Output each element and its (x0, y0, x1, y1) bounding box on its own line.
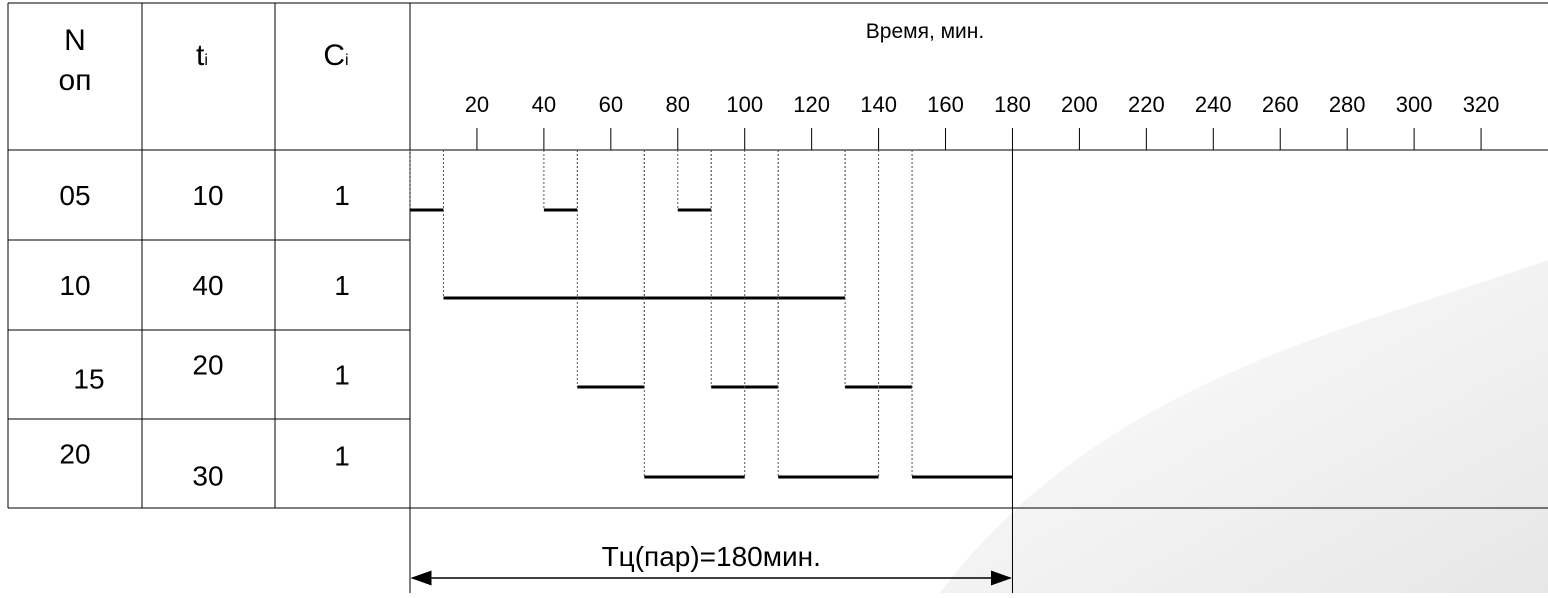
header-base: t (196, 39, 205, 72)
tick-label: 180 (994, 92, 1031, 117)
cell-text: 20 (192, 350, 223, 381)
cell-text: 20 (59, 439, 90, 470)
cycle-label: Tц(пар)=180мин. (602, 541, 821, 572)
header-text: ti (196, 39, 208, 72)
header-sub: i (345, 52, 349, 69)
header-base: C (323, 39, 345, 72)
background-swoosh (940, 260, 1548, 593)
cell-text: 40 (192, 270, 223, 301)
cell-text: 1 (334, 360, 350, 391)
axis-title: Время, мин. (866, 20, 984, 43)
cell-text: 1 (334, 441, 350, 472)
cell-text: 1 (334, 180, 350, 211)
tick-label: 240 (1195, 92, 1232, 117)
tick-label: 40 (532, 92, 556, 117)
tick-label: 80 (666, 92, 690, 117)
header-text: N (64, 24, 86, 57)
tick-label: 200 (1061, 92, 1098, 117)
tick-label: 300 (1396, 92, 1433, 117)
cell-text: 15 (73, 364, 104, 395)
tick-label: 60 (599, 92, 623, 117)
tick-label: 120 (793, 92, 830, 117)
header-text: оп (59, 64, 92, 97)
cell-text: 05 (59, 180, 90, 211)
tick-label: 220 (1128, 92, 1165, 117)
cell-text: 10 (192, 180, 223, 211)
table-grid (7, 2, 1548, 593)
cell-text: 10 (59, 270, 90, 301)
header-text: Ci (323, 39, 348, 72)
tick-label: 260 (1262, 92, 1299, 117)
cell-text: 30 (192, 461, 223, 492)
tick-label: 20 (465, 92, 489, 117)
tick-label: 140 (860, 92, 897, 117)
tick-label: 280 (1329, 92, 1366, 117)
tick-label: 100 (726, 92, 763, 117)
header-sub: i (204, 52, 208, 69)
tick-label: 160 (927, 92, 964, 117)
tick-label: 320 (1463, 92, 1500, 117)
cell-text: 1 (334, 270, 350, 301)
